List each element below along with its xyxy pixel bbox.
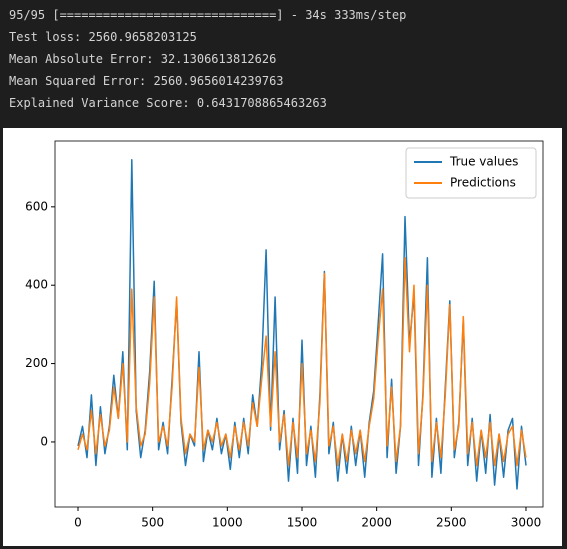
y-tick-label: 200 bbox=[25, 356, 48, 370]
x-tick-label: 1000 bbox=[212, 516, 243, 530]
chart: 0 500 1000 1500 2000 2500 3000 0 200 400 600 True v… bbox=[3, 128, 562, 546]
y-tick-label: 600 bbox=[25, 199, 48, 213]
legend-box bbox=[405, 147, 537, 199]
console-line: Mean Absolute Error: 32.1306613812626 bbox=[9, 52, 277, 66]
legend-label: True values bbox=[449, 155, 518, 169]
x-tick-label: 3000 bbox=[511, 516, 542, 530]
y-tick-label: 0 bbox=[40, 434, 48, 448]
x-tick-label: 0 bbox=[74, 516, 82, 530]
x-tick-label: 1500 bbox=[287, 516, 318, 530]
x-tick-label: 2500 bbox=[436, 516, 467, 530]
console-line: Test loss: 2560.9658203125 bbox=[9, 30, 197, 44]
console-line: Mean Squared Error: 2560.9656014239763 bbox=[9, 74, 284, 88]
x-tick-label: 2000 bbox=[361, 516, 392, 530]
axes-frame bbox=[54, 140, 544, 508]
series-line bbox=[77, 257, 527, 467]
legend-label: Predictions bbox=[450, 176, 516, 190]
x-tick-label: 500 bbox=[141, 516, 164, 530]
console-line: 95/95 [==============================] -… bbox=[9, 8, 407, 22]
console-line: Explained Variance Score: 0.643170886546… bbox=[9, 96, 327, 110]
y-tick-label: 400 bbox=[25, 278, 48, 292]
